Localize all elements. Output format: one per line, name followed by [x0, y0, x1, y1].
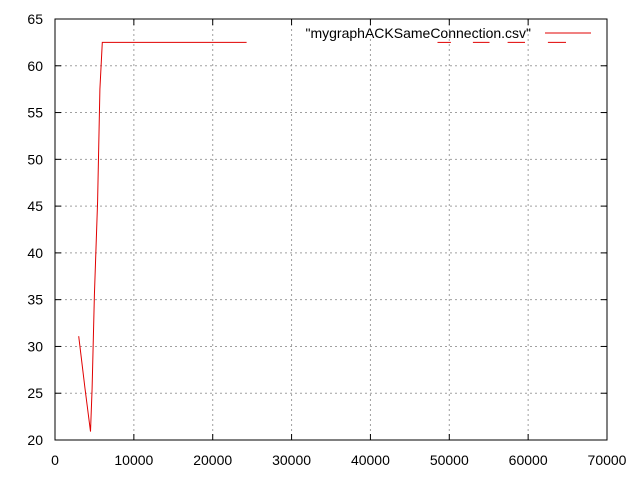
- series-line-segment: [78, 41, 247, 432]
- legend: "mygraphACKSameConnection.csv": [306, 25, 591, 41]
- x-axis-tick-labels: 0 10000 20000 30000 40000 50000 60000 70000: [51, 452, 627, 468]
- x-tick-label: 60000: [509, 452, 548, 468]
- x-tick-label: 30000: [272, 452, 311, 468]
- plot-frame: [54, 18, 608, 441]
- y-tick-label: 40: [27, 245, 43, 261]
- x-tick-label: 40000: [351, 452, 390, 468]
- y-tick-label: 35: [27, 292, 43, 308]
- y-tick-label: 20: [27, 432, 43, 448]
- x-tick-label: 0: [51, 452, 59, 468]
- y-tick-label: 25: [27, 385, 43, 401]
- y-tick-label: 30: [27, 338, 43, 354]
- y-tick-label: 65: [27, 11, 43, 27]
- x-tick-label: 20000: [193, 452, 232, 468]
- axis-ticks: [54, 18, 608, 441]
- x-tick-label: 50000: [430, 452, 469, 468]
- x-tick-label: 10000: [114, 452, 153, 468]
- y-tick-label: 45: [27, 198, 43, 214]
- legend-label: "mygraphACKSameConnection.csv": [306, 25, 532, 41]
- y-tick-label: 60: [27, 58, 43, 74]
- grid: [55, 19, 607, 440]
- y-tick-label: 50: [27, 151, 43, 167]
- y-tick-label: 55: [27, 105, 43, 121]
- y-axis-tick-labels: 20 25 30 35 40 45 50 55 60 65: [27, 11, 43, 448]
- series-group: [78, 41, 566, 432]
- x-tick-label: 70000: [588, 452, 627, 468]
